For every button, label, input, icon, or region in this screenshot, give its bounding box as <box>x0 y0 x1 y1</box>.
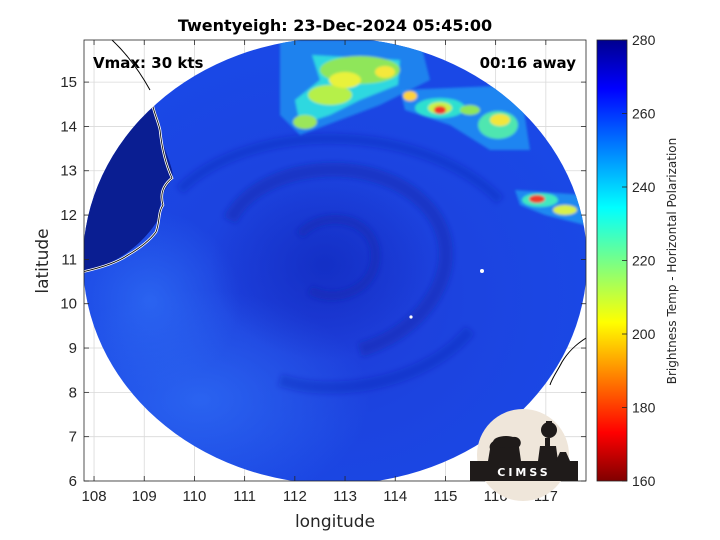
chart-title: Twentyeigh: 23-Dec-2024 05:45:00 <box>178 16 492 35</box>
spiral-bands <box>176 133 504 394</box>
convection-northeast <box>400 85 530 150</box>
colorbar-ticks: 160 180 200 220 240 260 280 <box>622 32 656 489</box>
y-tick-label: 11 <box>61 251 77 268</box>
y-axis-label: latitude <box>33 228 53 293</box>
axes-frame <box>83 39 587 482</box>
colorbar-label: Brightness Temp - Horizontal Polarizatio… <box>665 138 679 385</box>
colorbar-tick-label: 200 <box>632 326 656 342</box>
island <box>480 269 484 273</box>
y-axis-ticks: 6 7 8 9 10 11 12 13 14 15 <box>60 74 586 490</box>
x-tick-label: 112 <box>283 488 307 505</box>
swath-core-darker <box>210 170 440 360</box>
x-tick-label: 113 <box>333 488 357 505</box>
y-tick-label: 13 <box>60 163 77 180</box>
y-tick-label: 15 <box>60 74 77 91</box>
y-tick-label: 9 <box>69 340 77 357</box>
y-tick-label: 6 <box>69 473 77 490</box>
plot-area <box>84 40 586 481</box>
colorbar-tick-label: 220 <box>632 253 656 269</box>
y-tick-label: 12 <box>60 207 77 224</box>
land-outline-east <box>549 337 586 386</box>
x-tick-label: 114 <box>383 488 407 505</box>
colorbar-tick-label: 240 <box>632 179 656 195</box>
x-tick-label: 115 <box>433 488 457 505</box>
x-tick-label: 110 <box>182 488 206 505</box>
island <box>409 315 413 319</box>
x-tick-label: 108 <box>82 488 107 505</box>
x-axis-label: longitude <box>295 512 375 532</box>
colorbar-tick-label: 260 <box>632 106 656 122</box>
land-outline-north <box>111 40 151 91</box>
colorbar: 160 180 200 220 240 260 280 Brightness Temp - … <box>596 32 679 489</box>
x-axis-ticks: 108 109 110 111 112 113 114 115 116 117 <box>82 40 558 505</box>
logo-silhouette <box>488 421 570 461</box>
colorbar-tick-label: 180 <box>632 400 656 416</box>
cimss-logo: CIMSS <box>470 409 578 501</box>
colorbar-tick-label: 280 <box>632 32 656 48</box>
y-tick-label: 8 <box>69 384 77 401</box>
convection-east <box>515 190 585 225</box>
colorbar-tick-label: 160 <box>632 473 656 489</box>
logo-band <box>470 461 578 481</box>
x-tick-label: 109 <box>132 488 157 505</box>
y-tick-label: 10 <box>60 296 77 313</box>
vmax-annotation: Vmax: 30 kts <box>93 54 203 72</box>
y-tick-label: 14 <box>60 118 77 135</box>
convection-north <box>280 40 430 135</box>
y-tick-label: 7 <box>69 429 77 446</box>
x-tick-label: 111 <box>233 488 256 505</box>
logo-text: CIMSS <box>497 466 550 479</box>
coastline-inner <box>84 89 173 273</box>
time-offset-annotation: 00:16 away <box>480 54 577 72</box>
